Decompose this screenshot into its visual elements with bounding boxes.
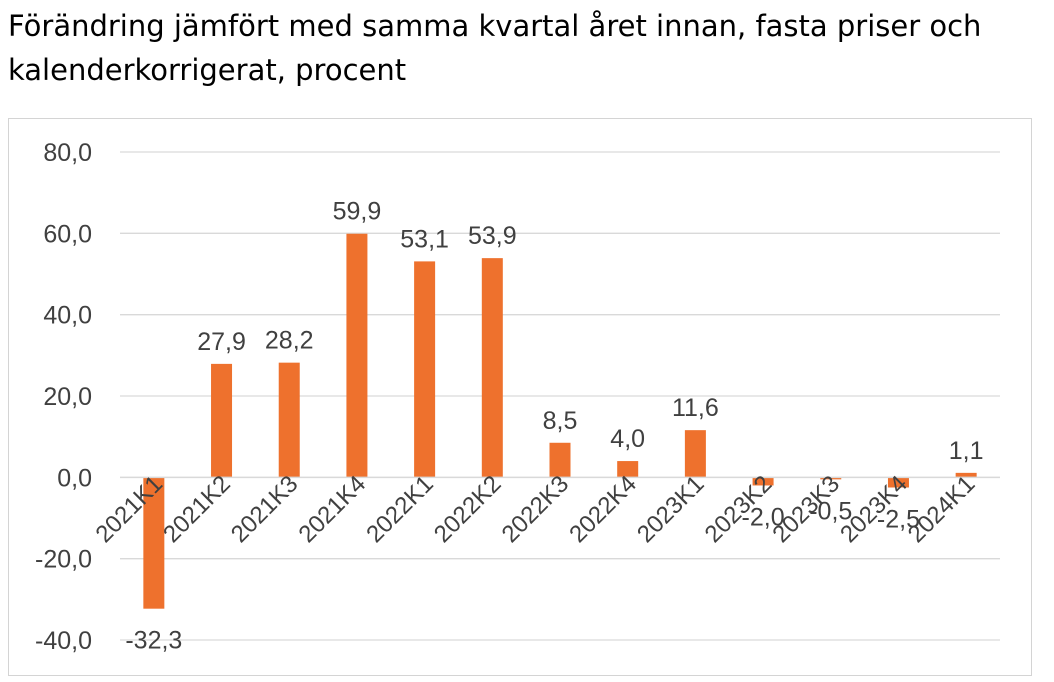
y-tick-label: -40,0 xyxy=(35,627,92,655)
bar-2021k1 xyxy=(143,477,165,609)
x-tick-label: 2021K2 xyxy=(158,470,236,548)
bar-2023k4 xyxy=(887,477,909,488)
data-label: 53,1 xyxy=(400,225,449,253)
bar-2021k2 xyxy=(211,363,233,478)
x-tick-label: 2021K3 xyxy=(226,470,304,548)
x-tick-label: 2022K2 xyxy=(429,470,507,548)
data-label: -0,5 xyxy=(809,497,852,525)
bar-2023k2 xyxy=(752,477,774,486)
data-label: 28,2 xyxy=(265,327,314,355)
y-tick-label: 80,0 xyxy=(43,139,92,167)
data-label: 27,9 xyxy=(197,328,246,356)
data-label: -2,5 xyxy=(877,506,920,534)
bar-2024k1 xyxy=(955,472,977,478)
data-label: 4,0 xyxy=(610,425,645,453)
x-tick-label: 2023K1 xyxy=(632,470,710,548)
y-tick-label: -20,0 xyxy=(35,546,92,574)
chart-title: Förändring jämfört med samma kvartal åre… xyxy=(8,9,991,87)
x-tick-label: 2022K4 xyxy=(564,470,642,548)
data-label: 8,5 xyxy=(543,407,578,435)
data-label: 1,1 xyxy=(949,437,984,465)
data-label: 11,6 xyxy=(672,394,719,422)
bar-2023k3 xyxy=(820,477,842,480)
data-label: 59,9 xyxy=(333,198,382,226)
data-label: -32,3 xyxy=(125,627,182,655)
x-tick-label: 2022K3 xyxy=(497,470,575,548)
data-label: -2,0 xyxy=(742,503,785,531)
y-tick-label: 60,0 xyxy=(43,220,92,248)
y-axis-ticks: 80,0 60,0 40,0 20,0 0,0 -20,0 -40,0 xyxy=(35,139,92,655)
x-tick-label: 2022K1 xyxy=(361,470,439,548)
bars xyxy=(143,233,977,609)
bar-2021k3 xyxy=(278,362,300,478)
data-labels: -32,327,9 28,259,953,1 53,98,54,011,6-2,0-… xyxy=(125,198,983,655)
bar-2021k4 xyxy=(346,233,368,478)
bar-2022k3 xyxy=(549,442,571,478)
y-tick-label: 40,0 xyxy=(43,302,92,330)
bar-2022k2 xyxy=(481,258,503,478)
y-tick-label: 0,0 xyxy=(57,464,92,492)
bar-2023k1 xyxy=(684,430,706,478)
x-tick-label: 2021K4 xyxy=(294,470,372,548)
y-tick-label: 20,0 xyxy=(43,383,92,411)
gridlines xyxy=(120,151,1000,641)
bar-2022k1 xyxy=(414,261,436,478)
chart-frame xyxy=(8,118,1032,676)
data-label: 53,9 xyxy=(468,222,517,250)
bar-2022k4 xyxy=(617,461,639,478)
